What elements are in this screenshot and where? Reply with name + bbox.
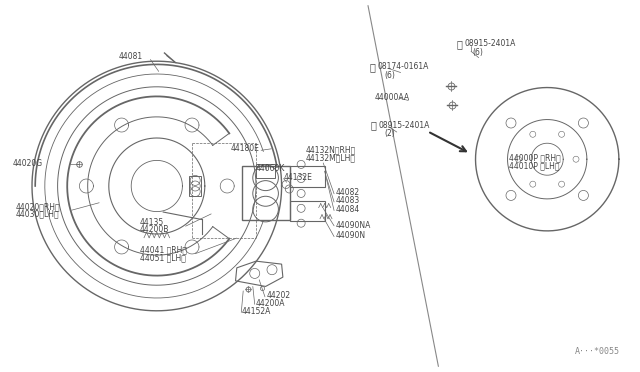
Text: Ⓑ: Ⓑ: [369, 62, 376, 72]
Bar: [289, 166, 324, 187]
Text: 44132E: 44132E: [284, 173, 312, 182]
Text: 44135: 44135: [140, 218, 164, 227]
Text: 44020G: 44020G: [13, 159, 43, 168]
Bar: [241, 166, 289, 220]
Text: 44082: 44082: [336, 188, 360, 197]
Text: Ⓦ: Ⓦ: [456, 39, 463, 49]
Text: 44060K: 44060K: [256, 164, 285, 173]
Text: 44152A: 44152A: [242, 307, 271, 316]
Text: 44010P 〈LH〉: 44010P 〈LH〉: [509, 161, 559, 170]
Text: 44132N〈RH〉: 44132N〈RH〉: [306, 146, 356, 155]
Text: 44000P 〈RH〉: 44000P 〈RH〉: [509, 154, 561, 163]
Text: 44000AA: 44000AA: [374, 93, 410, 102]
Bar: [189, 176, 201, 196]
Text: (2): (2): [384, 129, 395, 138]
Text: 44180E: 44180E: [230, 144, 259, 153]
Text: (6): (6): [384, 71, 395, 80]
Text: 44084: 44084: [336, 205, 360, 214]
Text: 44090N: 44090N: [336, 231, 366, 240]
Bar: [256, 164, 275, 178]
Text: 44090NA: 44090NA: [336, 221, 371, 230]
Bar: [289, 201, 324, 221]
Text: 44051 〈LH〉: 44051 〈LH〉: [140, 253, 186, 262]
Text: 44200A: 44200A: [255, 299, 285, 308]
Text: 44081: 44081: [118, 52, 143, 61]
Text: 44202: 44202: [266, 291, 291, 300]
Text: 44041 〈RH〉: 44041 〈RH〉: [140, 246, 186, 254]
Text: 44030〈LH〉: 44030〈LH〉: [16, 209, 60, 218]
Text: 44020〈RH〉: 44020〈RH〉: [16, 202, 61, 211]
Text: 08174-0161A: 08174-0161A: [378, 62, 429, 71]
Text: 44083: 44083: [336, 196, 360, 205]
Text: A···*0055: A···*0055: [575, 347, 620, 356]
Text: 44132M〈LH〉: 44132M〈LH〉: [306, 153, 356, 162]
Text: Ⓦ: Ⓦ: [370, 121, 376, 130]
Text: 08915-2401A: 08915-2401A: [465, 39, 516, 48]
Text: (6): (6): [472, 48, 483, 57]
Text: 44200B: 44200B: [140, 225, 169, 234]
Text: 08915-2401A: 08915-2401A: [378, 121, 429, 130]
